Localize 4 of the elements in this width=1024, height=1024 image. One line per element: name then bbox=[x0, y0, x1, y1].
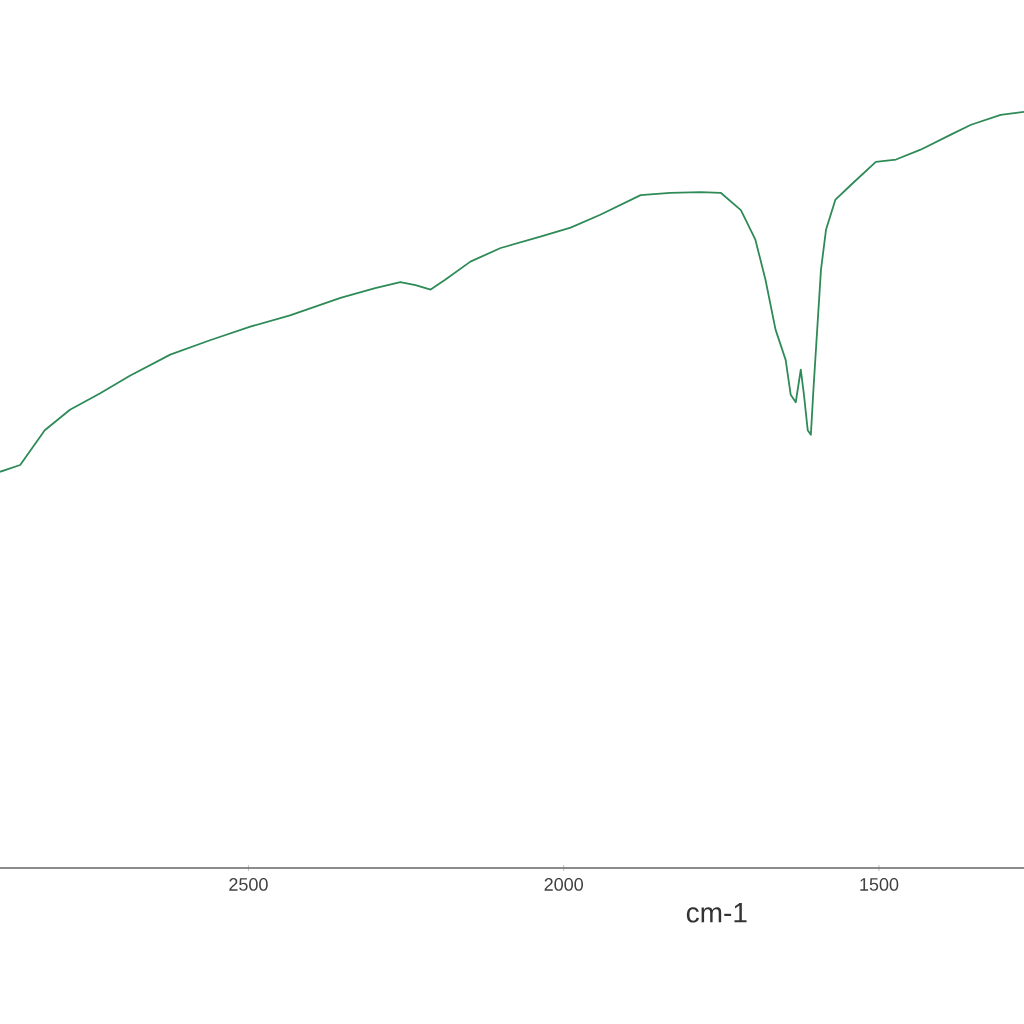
x-tick-label: 2000 bbox=[544, 878, 584, 891]
x-tick-label: 1500 bbox=[860, 878, 899, 891]
x-axis-title: cm-1 bbox=[686, 903, 747, 923]
x-tick-label: 2500 bbox=[229, 878, 268, 891]
